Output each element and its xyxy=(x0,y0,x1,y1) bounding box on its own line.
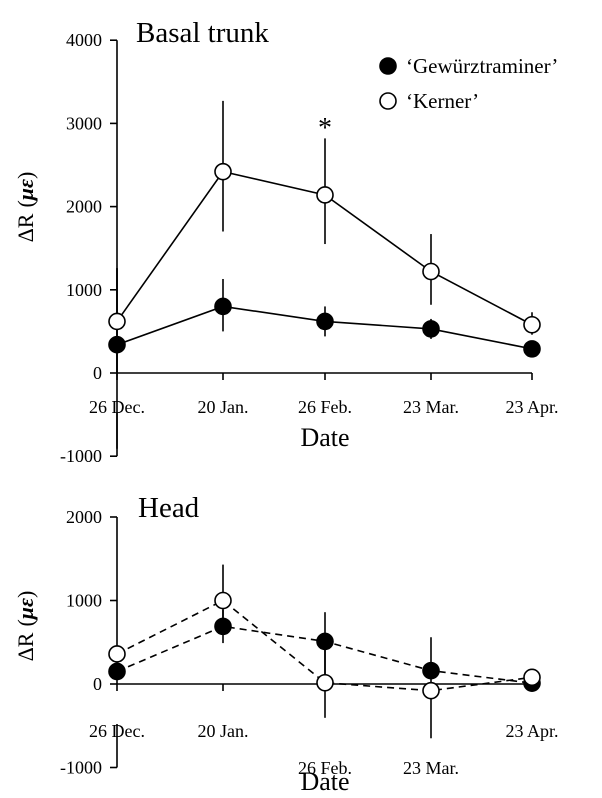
point-open xyxy=(523,315,541,334)
point-open xyxy=(108,645,126,663)
point-open xyxy=(316,673,334,692)
point-open xyxy=(523,668,541,687)
point-filled xyxy=(422,320,440,338)
y-axis-label-part: ( xyxy=(13,200,38,207)
x-axis-label: Date xyxy=(300,423,349,452)
point-filled xyxy=(108,662,126,681)
x-tick-label: 23 Apr. xyxy=(505,721,558,741)
y-axis-label-part: ) xyxy=(13,591,38,598)
y-tick-label: 4000 xyxy=(66,30,102,50)
point-filled xyxy=(316,312,334,331)
x-tick-label: 20 Jan. xyxy=(198,397,249,417)
y-tick-label: -1000 xyxy=(60,446,102,466)
x-tick-label: 26 Feb. xyxy=(298,758,352,778)
x-tick-label: 23 Mar. xyxy=(403,758,459,778)
y-tick-label: 1000 xyxy=(66,591,102,611)
point-open xyxy=(108,312,126,331)
y-axis-label-part: με xyxy=(13,598,38,620)
point-open xyxy=(214,591,232,610)
series-kerner xyxy=(108,564,541,739)
x-tick-label: 20 Jan. xyxy=(198,721,249,741)
y-axis-label-part: ) xyxy=(13,172,38,179)
x-tick-label: 23 Mar. xyxy=(403,397,459,417)
annotation-asterisk: * xyxy=(318,113,332,144)
point-open xyxy=(316,186,334,204)
y-tick-label: 1000 xyxy=(66,280,102,300)
y-tick-label: -1000 xyxy=(60,758,102,778)
series-kerner xyxy=(108,100,541,373)
point-filled xyxy=(214,617,232,636)
point-open xyxy=(422,681,440,700)
y-axis-label-part: ΔR xyxy=(13,632,38,661)
x-tick-label: 23 Apr. xyxy=(505,397,558,417)
point-filled xyxy=(316,632,334,651)
legend-label: ‘Gewürztraminer’ xyxy=(406,54,558,78)
y-tick-label: 2000 xyxy=(66,197,102,217)
x-axis-label: Date xyxy=(300,767,349,796)
point-filled xyxy=(523,340,541,358)
y-tick-label: 3000 xyxy=(66,113,102,133)
y-tick-label: 2000 xyxy=(66,507,102,527)
point-open xyxy=(422,262,440,281)
y-axis-label: ΔR (με) xyxy=(13,591,38,662)
y-axis-label: ΔR (με) xyxy=(13,172,38,243)
chart-title: Head xyxy=(138,492,200,524)
y-axis-label-part: με xyxy=(13,179,38,201)
series-line xyxy=(116,599,533,692)
legend-marker-open xyxy=(379,92,397,110)
legend-label: ‘Kerner’ xyxy=(406,89,479,113)
y-tick-label: 0 xyxy=(93,363,102,383)
chart-title: Basal trunk xyxy=(136,17,269,49)
chart-panel-2: -1000 0 1000 2000 26 Dec. 20 Jan. 26 Feb. 23 Ma… xyxy=(13,492,559,796)
y-axis-label-part: ΔR xyxy=(13,213,38,242)
legend: ‘Gewürztraminer’ ‘Kerner’ xyxy=(379,54,558,113)
y-axis-label-part: ( xyxy=(13,619,38,626)
x-tick-label: 26 Feb. xyxy=(298,397,352,417)
x-tick-label: 26 Dec. xyxy=(89,721,145,741)
point-open xyxy=(214,162,232,181)
point-filled xyxy=(214,297,232,316)
y-tick-label: 0 xyxy=(93,674,102,694)
legend-marker-filled xyxy=(379,57,397,75)
